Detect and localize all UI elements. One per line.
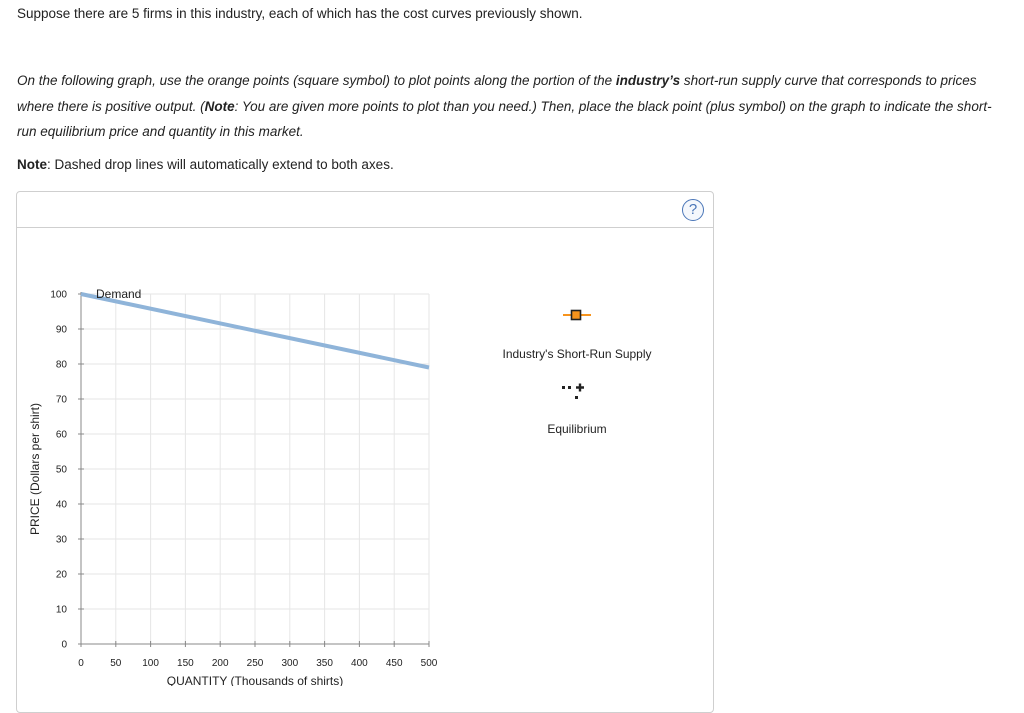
instructions-text: On the following graph, use the orange p… [17,68,1007,145]
orange-square-icon [570,309,582,321]
instructions-part3: : You are given more points to plot than… [17,98,992,140]
note-label: Note [17,157,47,172]
x-tick-label: 150 [177,658,194,669]
y-tick-label: 0 [61,640,67,651]
x-tick-label: 0 [78,658,84,669]
equilibrium-legend-tool[interactable]: Equilibrium [547,383,607,437]
x-axis-title: QUANTITY (Thousands of shirts) [167,674,344,686]
y-tick-label: 90 [56,325,68,336]
panel-toolbar: ? [17,192,713,228]
demand-label: Demand [96,287,141,301]
legend-dot [575,396,578,399]
y-tick-label: 100 [50,290,67,301]
note-inline-label: Note [204,98,235,114]
industry-term: industry’s [615,73,681,88]
y-tick-label: 50 [56,465,68,476]
y-tick-label: 60 [56,430,68,441]
help-icon[interactable]: ? [682,199,704,221]
x-tick-label: 350 [316,658,333,669]
instructions-part1: On the following graph, use the orange p… [17,73,616,88]
note-text: Note: Dashed drop lines will automatical… [17,157,394,172]
legend-dot [562,386,565,389]
x-tick-label: 250 [247,658,264,669]
legend-dot [568,386,571,389]
note-body: : Dashed drop lines will automatically e… [47,157,394,172]
equilibrium-legend-label: Equilibrium [547,422,606,436]
x-tick-label: 300 [281,658,298,669]
intro-text: Suppose there are 5 firms in this indust… [17,6,583,21]
y-tick-label: 30 [56,535,68,546]
y-tick-label: 80 [56,360,68,371]
y-tick-label: 70 [56,395,68,406]
y-tick-label: 10 [56,605,68,616]
instructions-part2: short-run supply curve that corresponds … [17,73,977,114]
x-tick-label: 400 [351,658,368,669]
demand-curve [80,292,430,370]
x-tick-label: 500 [421,658,438,669]
x-tick-label: 50 [110,658,122,669]
supply-legend-label: Industry's Short-Run Supply [502,347,651,361]
y-tick-label: 40 [56,500,68,511]
x-tick-label: 200 [212,658,229,669]
y-tick-label: 20 [56,570,68,581]
y-axis-title: PRICE (Dollars per shirt) [28,403,42,535]
supply-legend-tool[interactable]: Industry's Short-Run Supply [502,309,652,362]
supply-demand-graph[interactable]: 0 10 20 30 40 50 60 70 80 90 100 0 50 100 150 200 250 300… [17,192,713,686]
graph-panel: ? 0 10 20 30 40 50 60 70 80 90 100 0 50 100 150 200 250 3… [16,191,714,713]
x-tick-label: 450 [386,658,403,669]
black-plus-icon [576,383,584,392]
x-tick-label: 100 [142,658,159,669]
